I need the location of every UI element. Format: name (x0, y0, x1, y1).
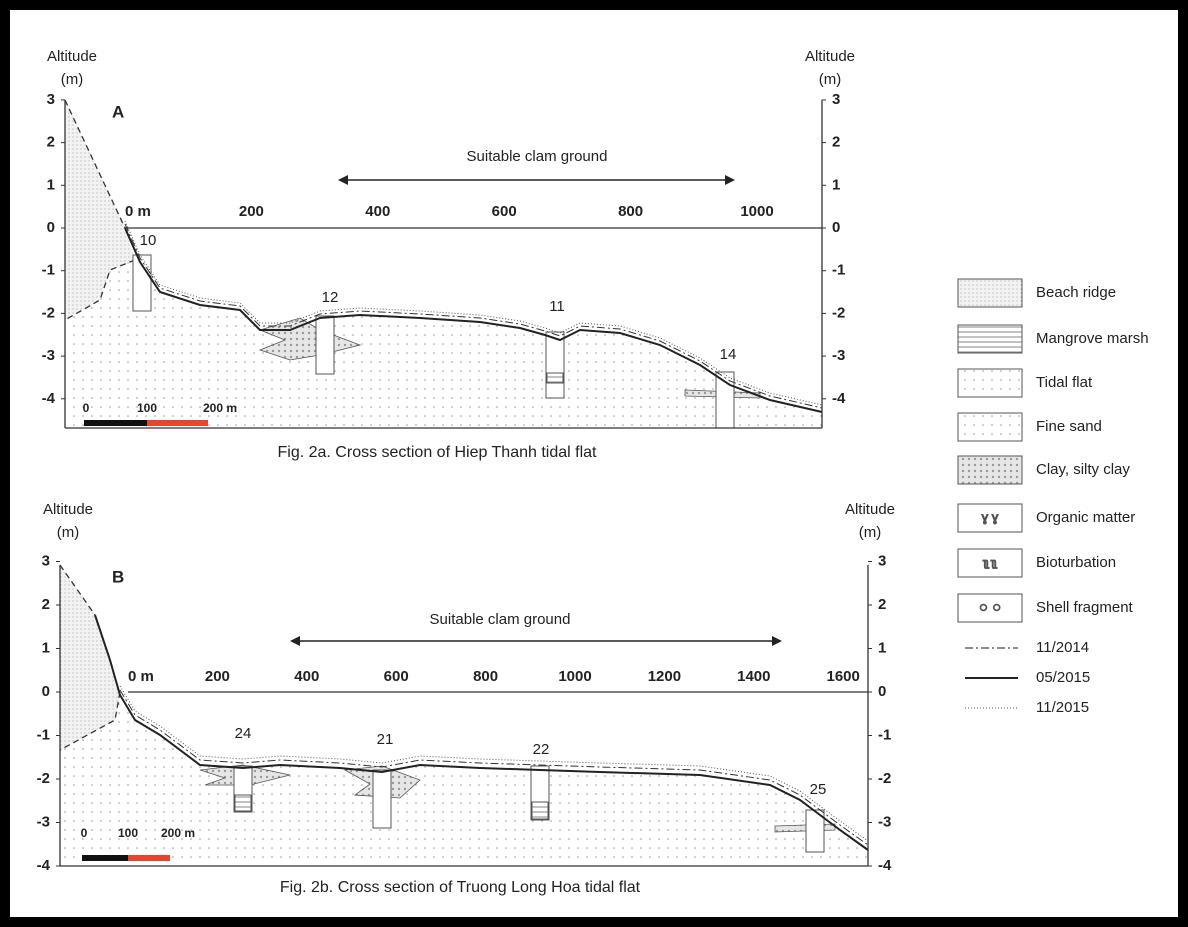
axis-unit: (m) (859, 524, 882, 541)
x-tick-label: 600 (384, 668, 409, 685)
y-tick-label: 1 (832, 176, 840, 193)
scale-label: 0 (83, 401, 90, 415)
y-tick-label: -4 (878, 857, 892, 874)
y-tick-label: 3 (42, 552, 50, 569)
y-tick-label: -1 (878, 726, 891, 743)
scale-label: 100 (137, 401, 157, 415)
panel-label: A (112, 102, 124, 121)
caption: Fig. 2b. Cross section of Truong Long Ho… (280, 879, 641, 896)
y-tick-label: 3 (47, 91, 55, 108)
x-tick-label: 200 (239, 203, 264, 220)
scale-label: 100 (118, 826, 138, 840)
legend-label: Fine sand (1036, 418, 1102, 435)
x-tick-label: 1200 (648, 668, 681, 685)
core-label: 12 (322, 289, 339, 306)
core-label: 21 (377, 731, 394, 748)
core-label: 14 (720, 346, 737, 363)
axis-unit: (m) (819, 71, 842, 88)
core-label: 22 (533, 741, 550, 758)
y-tick-label: 1 (47, 176, 55, 193)
y-tick-label: -3 (37, 813, 50, 830)
legend-label: Clay, silty clay (1036, 461, 1130, 478)
x-tick-label: 400 (365, 203, 390, 220)
y-tick-label: 2 (878, 596, 886, 613)
core-label: 11 (549, 298, 565, 315)
legend-label: Shell fragment (1036, 599, 1134, 616)
svg-text:ɣ ɣ: ɣ ɣ (982, 509, 999, 524)
axis-unit: (m) (57, 524, 80, 541)
x-tick-label: 400 (294, 668, 319, 685)
y-tick-label: -4 (42, 390, 56, 407)
scale-label: 200 m (203, 401, 237, 415)
scale-label: 0 (81, 826, 88, 840)
x-tick-label: 1600 (827, 668, 860, 685)
y-tick-label: -2 (42, 304, 55, 321)
y-tick-label: 1 (42, 639, 50, 656)
scale-bar (84, 420, 147, 426)
y-tick-label: -3 (42, 347, 55, 364)
annotation: Suitable clam ground (467, 148, 608, 165)
x-tick-label: 1000 (558, 668, 591, 685)
svg-text:○ ○: ○ ○ (979, 599, 1001, 616)
y-tick-label: 3 (878, 552, 886, 569)
legend-label: 11/2015 (1036, 699, 1089, 716)
x-tick-label: 200 (205, 668, 230, 685)
y-tick-label: 2 (832, 134, 840, 151)
legend-label: Bioturbation (1036, 554, 1116, 571)
core-label: 24 (235, 725, 252, 742)
y-tick-label: -2 (832, 304, 845, 321)
axis-title: Altitude (43, 501, 93, 518)
caption: Fig. 2a. Cross section of Hiep Thanh tid… (278, 444, 598, 461)
legend-label: Organic matter (1036, 509, 1135, 526)
legend-label: 11/2014 (1036, 639, 1089, 656)
core-label: 25 (810, 781, 827, 798)
svg-text:ʅʅ ʅʅ: ʅʅ ʅʅ (983, 557, 998, 569)
legend-label: Mangrove marsh (1036, 330, 1149, 347)
y-tick-label: 3 (832, 91, 840, 108)
x-tick-label: 0 m (128, 668, 154, 685)
scale-label: 200 m (161, 826, 195, 840)
y-tick-label: -1 (832, 262, 845, 279)
legend-label: Beach ridge (1036, 284, 1116, 301)
y-tick-label: 1 (878, 639, 886, 656)
scale-bar (147, 420, 208, 426)
scale-bar (128, 855, 170, 861)
y-tick-label: 0 (832, 219, 840, 236)
legend-label: Tidal flat (1036, 374, 1093, 391)
x-tick-label: 0 m (125, 203, 151, 220)
core-label: 10 (140, 232, 157, 249)
panel-label: B (112, 567, 124, 586)
y-tick-label: -2 (37, 770, 50, 787)
x-tick-label: 600 (492, 203, 517, 220)
y-tick-label: 0 (878, 683, 886, 700)
axis-title: Altitude (845, 501, 895, 518)
legend-label: 05/2015 (1036, 669, 1090, 686)
x-tick-label: 800 (473, 668, 498, 685)
y-tick-label: -2 (878, 770, 891, 787)
x-tick-label: 800 (618, 203, 643, 220)
y-tick-label: 2 (42, 596, 50, 613)
y-tick-label: -4 (37, 857, 51, 874)
axis-title: Altitude (805, 48, 855, 65)
y-tick-label: 0 (42, 683, 50, 700)
scale-bar (82, 855, 128, 861)
figure: Altitude (m) Altitude (m) A Suitable cla… (0, 0, 1188, 927)
axis-unit: (m) (61, 71, 84, 88)
y-tick-label: -4 (832, 390, 846, 407)
y-tick-label: 2 (47, 134, 55, 151)
annotation: Suitable clam ground (430, 611, 571, 628)
x-tick-label: 1000 (740, 203, 773, 220)
x-tick-label: 1400 (737, 668, 770, 685)
y-tick-label: -3 (878, 813, 891, 830)
y-tick-label: -1 (37, 726, 50, 743)
y-tick-label: 0 (47, 219, 55, 236)
y-tick-label: -3 (832, 347, 845, 364)
y-tick-label: -1 (42, 262, 55, 279)
axis-title: Altitude (47, 48, 97, 65)
